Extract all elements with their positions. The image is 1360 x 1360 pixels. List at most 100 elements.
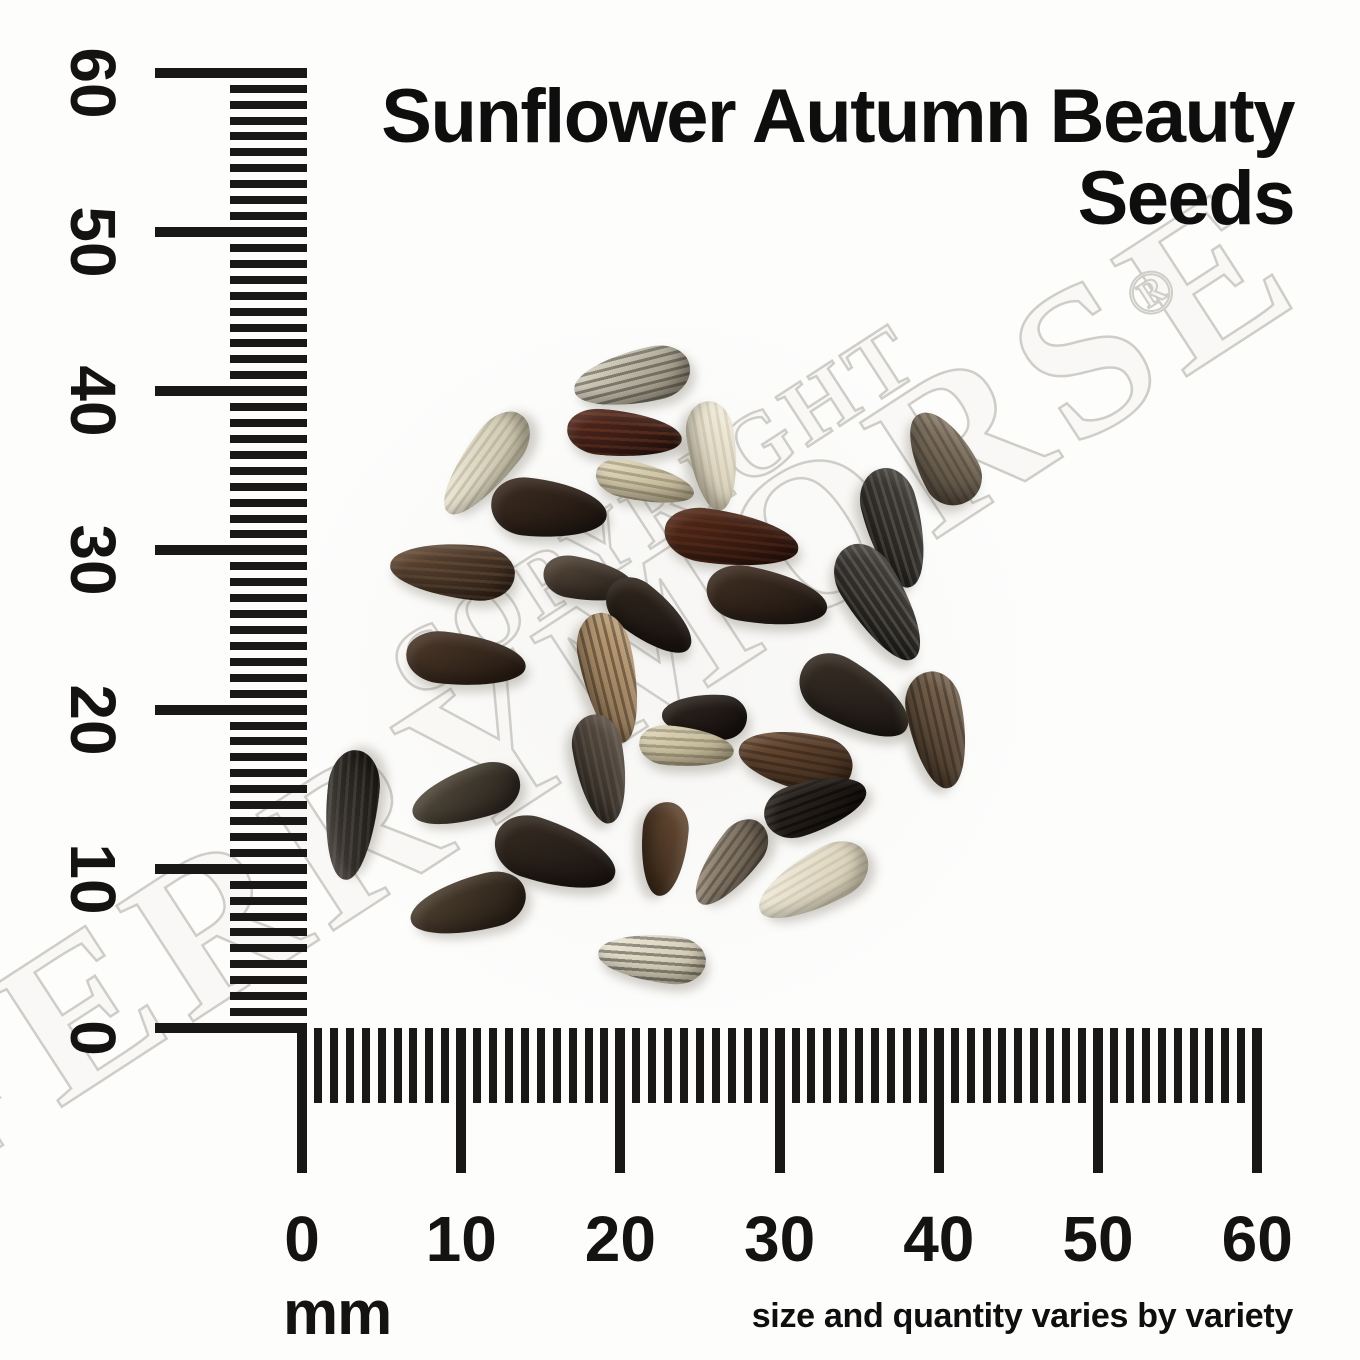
horizontal-minor-tick <box>1173 1028 1182 1103</box>
vertical-minor-tick <box>230 514 307 523</box>
horizontal-minor-tick <box>887 1028 896 1103</box>
vertical-minor-tick <box>230 896 307 905</box>
vertical-minor-tick <box>230 482 307 491</box>
horizontal-minor-tick <box>504 1028 513 1103</box>
horizontal-minor-tick <box>377 1028 386 1103</box>
horizontal-minor-tick <box>520 1028 529 1103</box>
photo-background-shading <box>250 280 1070 1060</box>
horizontal-minor-tick <box>791 1028 800 1103</box>
vertical-minor-tick <box>230 450 307 459</box>
vertical-minor-tick <box>230 339 307 348</box>
vertical-minor-tick <box>230 1008 307 1017</box>
vertical-minor-tick <box>230 84 307 93</box>
vertical-minor-tick <box>230 944 307 953</box>
horizontal-minor-tick <box>759 1028 768 1103</box>
vertical-minor-tick <box>230 992 307 1001</box>
vertical-minor-tick <box>230 578 307 587</box>
vertical-minor-tick <box>230 594 307 603</box>
vertical-ruler-label: 50 <box>57 206 129 278</box>
horizontal-minor-tick <box>393 1028 402 1103</box>
horizontal-minor-tick <box>1221 1028 1230 1103</box>
vertical-minor-tick <box>230 785 307 794</box>
horizontal-ruler-label: 40 <box>903 1203 975 1275</box>
vertical-minor-tick <box>230 434 307 443</box>
vertical-minor-tick <box>230 498 307 507</box>
vertical-minor-tick <box>230 610 307 619</box>
product-title-line1: Sunflower Autumn Beauty <box>381 74 1295 159</box>
registered-trademark-icon: ® <box>1112 251 1190 335</box>
horizontal-ruler-label: 10 <box>425 1203 497 1275</box>
horizontal-minor-tick <box>1125 1028 1134 1103</box>
vertical-minor-tick <box>230 960 307 969</box>
horizontal-major-tick <box>1252 1028 1263 1173</box>
vertical-minor-tick <box>230 737 307 746</box>
horizontal-minor-tick <box>664 1028 673 1103</box>
vertical-minor-tick <box>230 212 307 221</box>
vertical-minor-tick <box>230 307 307 316</box>
horizontal-minor-tick <box>743 1028 752 1103</box>
vertical-minor-tick <box>230 291 307 300</box>
horizontal-minor-tick <box>680 1028 689 1103</box>
vertical-major-tick <box>155 545 307 556</box>
vertical-minor-tick <box>230 880 307 889</box>
horizontal-minor-tick <box>489 1028 498 1103</box>
vertical-minor-tick <box>230 100 307 109</box>
vertical-major-tick <box>155 227 307 237</box>
vertical-minor-tick <box>230 817 307 826</box>
horizontal-minor-tick <box>441 1028 450 1103</box>
vertical-minor-tick <box>230 530 307 539</box>
vertical-ruler-label: 10 <box>57 843 129 915</box>
vertical-minor-tick <box>230 641 307 650</box>
horizontal-minor-tick <box>950 1028 959 1103</box>
horizontal-minor-tick <box>409 1028 418 1103</box>
vertical-minor-tick <box>230 259 307 268</box>
horizontal-minor-tick <box>696 1028 704 1103</box>
horizontal-minor-tick <box>1189 1028 1198 1103</box>
vertical-minor-tick <box>230 912 307 921</box>
horizontal-minor-tick <box>918 1028 927 1103</box>
vertical-ruler-label: 40 <box>57 365 129 437</box>
horizontal-minor-tick <box>1237 1028 1246 1103</box>
vertical-minor-tick <box>230 419 307 428</box>
horizontal-major-tick <box>456 1028 467 1173</box>
horizontal-ruler-label: 30 <box>744 1203 816 1275</box>
vertical-minor-tick <box>230 753 307 762</box>
vertical-minor-tick <box>230 323 307 332</box>
vertical-minor-tick <box>230 180 307 189</box>
vertical-minor-tick <box>230 976 307 985</box>
vertical-minor-tick <box>230 164 307 173</box>
horizontal-minor-tick <box>600 1028 609 1103</box>
horizontal-minor-tick <box>839 1028 848 1103</box>
horizontal-minor-tick <box>1014 1028 1023 1103</box>
vertical-minor-tick <box>230 689 307 698</box>
horizontal-minor-tick <box>313 1028 322 1103</box>
vertical-minor-tick <box>230 243 307 252</box>
horizontal-minor-tick <box>1062 1028 1071 1103</box>
horizontal-ruler-label: 0 <box>284 1203 320 1275</box>
vertical-minor-tick <box>230 832 307 841</box>
vertical-minor-tick <box>230 673 307 682</box>
horizontal-major-tick <box>297 1028 307 1173</box>
vertical-minor-tick <box>230 132 307 141</box>
horizontal-minor-tick <box>1078 1028 1087 1103</box>
vertical-minor-tick <box>230 275 307 284</box>
horizontal-minor-tick <box>711 1028 720 1103</box>
horizontal-minor-tick <box>855 1028 864 1103</box>
horizontal-minor-tick <box>1046 1028 1055 1103</box>
vertical-minor-tick <box>230 371 307 380</box>
vertical-minor-tick <box>230 928 307 937</box>
vertical-minor-tick <box>230 403 307 412</box>
horizontal-minor-tick <box>902 1028 911 1103</box>
horizontal-minor-tick <box>552 1028 561 1103</box>
vertical-major-tick <box>155 1023 307 1033</box>
vertical-minor-tick <box>230 148 307 157</box>
vertical-minor-tick <box>230 116 307 125</box>
vertical-major-tick <box>155 704 307 715</box>
footnote-text: size and quantity varies by variety <box>751 1297 1294 1335</box>
horizontal-minor-tick <box>727 1028 736 1103</box>
horizontal-minor-tick <box>823 1028 832 1103</box>
vertical-major-tick <box>155 67 307 78</box>
horizontal-minor-tick <box>1141 1028 1150 1103</box>
vertical-minor-tick <box>230 721 307 730</box>
